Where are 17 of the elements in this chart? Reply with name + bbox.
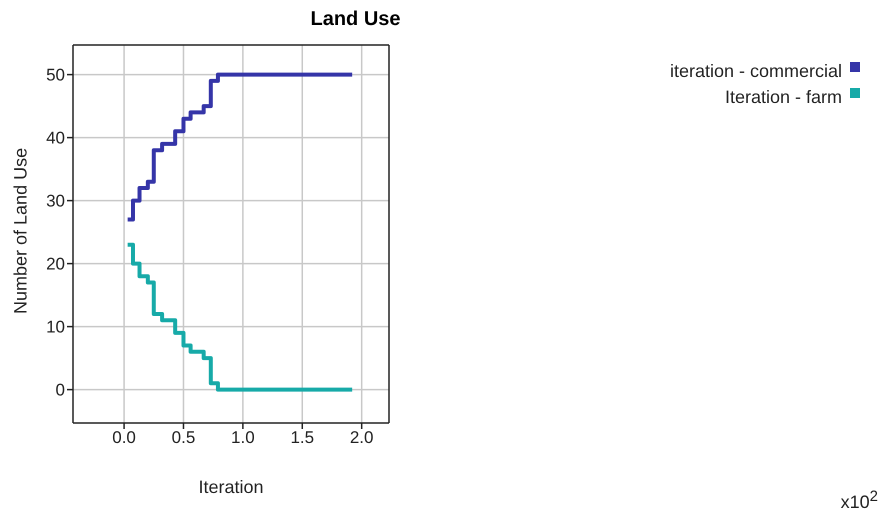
x-tick-label: 1.0 — [231, 428, 255, 448]
legend-label: iteration - commercial — [670, 61, 842, 81]
chart-title: Land Use — [309, 8, 402, 31]
y-tick-label: 30 — [46, 192, 65, 211]
x-axis-title: Iteration — [198, 477, 264, 497]
y-tick-label: 40 — [46, 128, 65, 148]
x-tick-label: 0.5 — [172, 428, 196, 448]
y-tick-label: 50 — [46, 66, 65, 85]
y-tick-label: 20 — [46, 254, 65, 274]
x-tick-label: 0.0 — [112, 428, 136, 448]
y-tick-label: 10 — [46, 318, 65, 337]
y-tick-label: 0 — [56, 380, 65, 400]
legend-label: Iteration - farm — [724, 87, 842, 107]
y-axis-title: Number of Land Use — [10, 148, 30, 314]
x-tick-label: 1.5 — [290, 428, 314, 448]
text: x10$^{2}$ — [840, 488, 878, 513]
x-tick-label: 2.0 — [350, 428, 374, 448]
